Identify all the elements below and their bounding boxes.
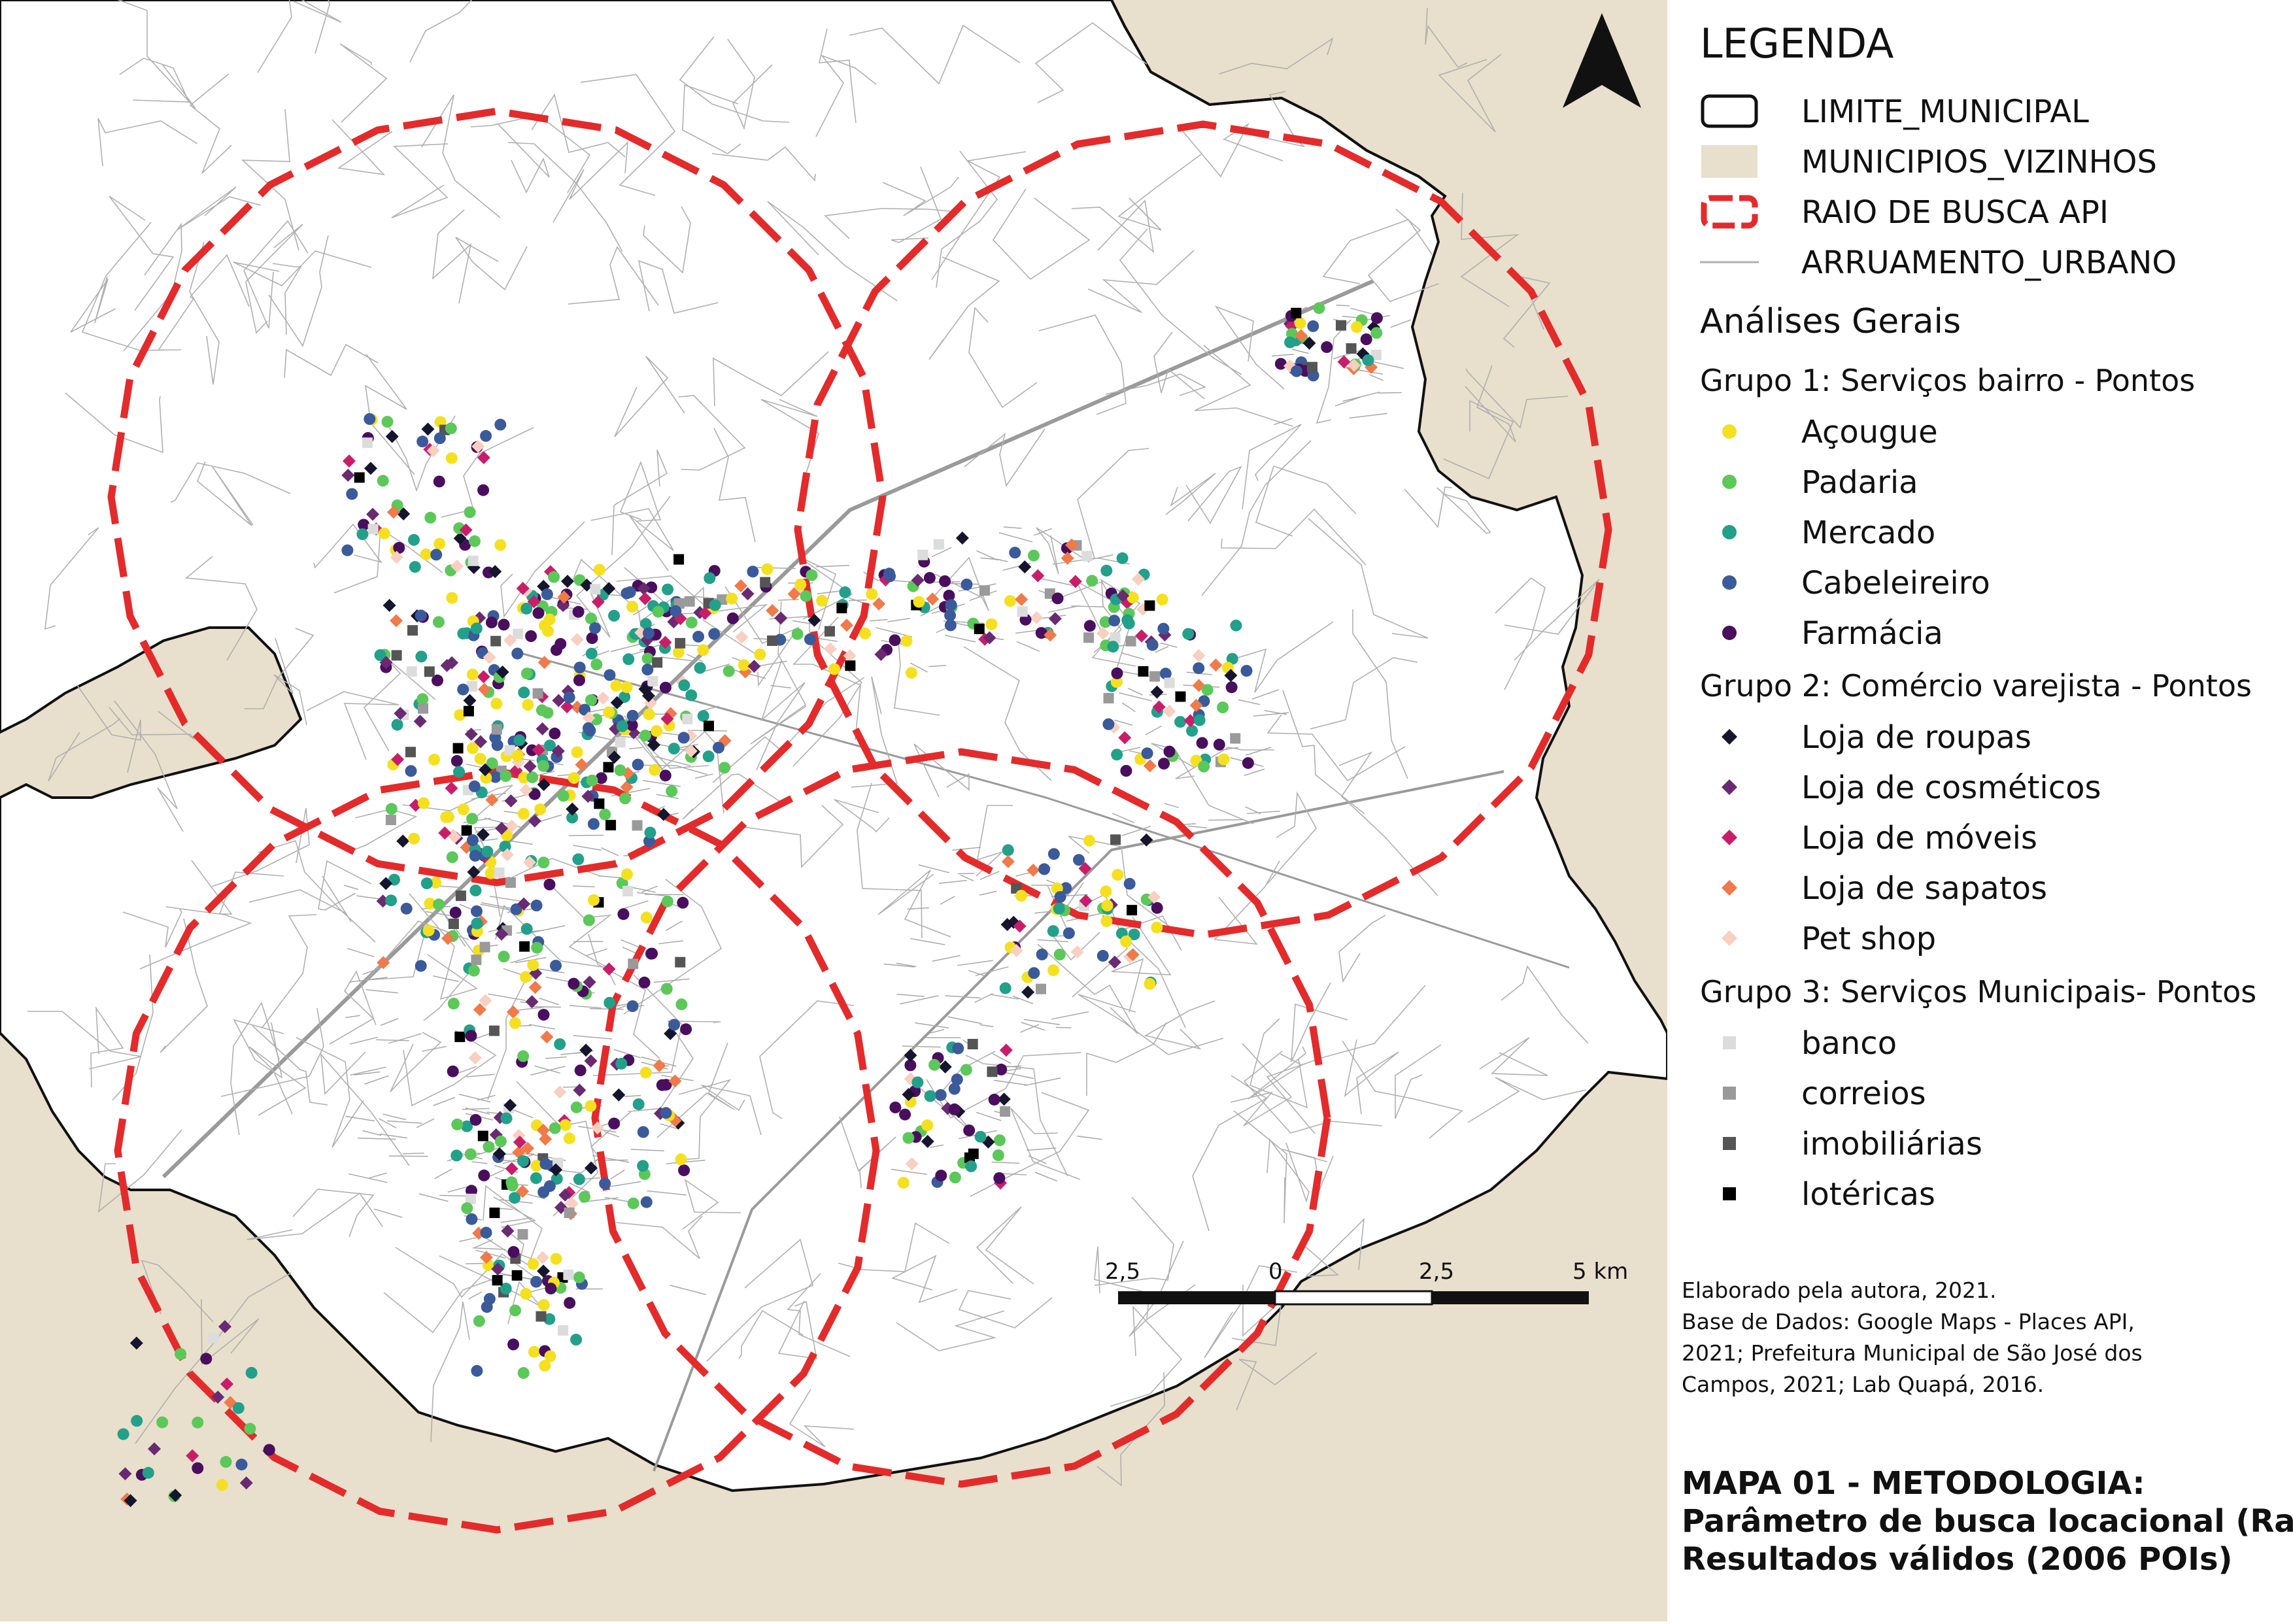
credits-line: Campos, 2021; Lab Quapá, 2016.	[1682, 1369, 2143, 1400]
legend-label: imobiliárias	[1801, 1126, 1982, 1162]
scale-label-4: 5 km	[1572, 1259, 1628, 1285]
legend-item-cabeleireiro: Cabeleireiro	[1700, 560, 2275, 605]
legend-item-radius: RAIO DE BUSCA API	[1700, 189, 2275, 235]
map-title: MAPA 01 - METODOLOGIA: Parâmetro de busc…	[1682, 1464, 2293, 1578]
legend-label: Pet shop	[1801, 921, 1936, 957]
legend-item-correios: correios	[1700, 1070, 2275, 1116]
fill-symbol-icon	[1700, 143, 1759, 180]
legend-item-lotericas: lotéricas	[1700, 1171, 2275, 1217]
legend-label: Farmácia	[1801, 615, 1943, 652]
diamond-marker-icon	[1700, 768, 1759, 806]
diamond-marker-icon	[1700, 718, 1759, 756]
legend-item-mercado: Mercado	[1700, 509, 2275, 555]
square-marker-icon	[1700, 1074, 1759, 1112]
legend-item-farmacia: Farmácia	[1700, 610, 2275, 656]
legend-item-petshop: Pet shop	[1700, 915, 2275, 961]
legend-label: banco	[1801, 1025, 1897, 1062]
legend-panel: LEGENDA LIMITE_MUNICIPAL MUNICIPIOS_VIZI…	[1667, 0, 2293, 1621]
legend-label: Loja de móveis	[1801, 820, 2037, 856]
legend-item-sapatos: Loja de sapatos	[1700, 865, 2275, 911]
map-svg	[0, 0, 1667, 1621]
legend-item-padaria: Padaria	[1700, 459, 2275, 505]
legend-item-acougue: Açougue	[1700, 409, 2275, 454]
legend-label: LIMITE_MUNICIPAL	[1801, 93, 2089, 130]
diamond-marker-icon	[1700, 869, 1759, 907]
group-3-title: Grupo 3: Serviços Municipais- Pontos	[1700, 974, 2256, 1009]
square-marker-icon	[1700, 1175, 1759, 1213]
circle-marker-icon	[1700, 463, 1759, 501]
map-canvas[interactable]: 2,5 0 2,5 5 km	[0, 0, 1667, 1621]
legend-label: lotéricas	[1801, 1176, 1935, 1213]
circle-marker-icon	[1700, 564, 1759, 601]
legend-item-moveis: Loja de móveis	[1700, 815, 2275, 860]
group-2-title: Grupo 2: Comércio varejista - Pontos	[1700, 668, 2252, 703]
legend-item-banco: banco	[1700, 1020, 2275, 1066]
circle-marker-icon	[1700, 614, 1759, 652]
legend-label: ARRUAMENTO_URBANO	[1801, 245, 2177, 281]
diamond-marker-icon	[1700, 819, 1759, 856]
square-marker-icon	[1700, 1024, 1759, 1062]
legend-label: Loja de cosméticos	[1801, 770, 2101, 806]
map-title-line: Resultados válidos (2006 POIs)	[1682, 1540, 2293, 1578]
analysis-title: Análises Gerais	[1700, 302, 1961, 341]
legend-item-cosmeticos: Loja de cosméticos	[1700, 764, 2275, 810]
legend-label: Loja de roupas	[1801, 719, 2031, 756]
scale-label-2: 0	[1268, 1259, 1283, 1285]
map-title-line: Parâmetro de busca locacional (Raio)	[1682, 1502, 2293, 1540]
boundary-symbol-icon	[1700, 92, 1759, 130]
legend-item-roupas: Loja de roupas	[1700, 714, 2275, 760]
legend-item-neighbors: MUNICIPIOS_VIZINHOS	[1700, 139, 2275, 184]
legend-label: MUNICIPIOS_VIZINHOS	[1801, 144, 2157, 180]
group-1-title: Grupo 1: Serviços bairro - Pontos	[1700, 363, 2195, 398]
diamond-marker-icon	[1700, 919, 1759, 957]
dashed-circle-symbol-icon	[1700, 193, 1759, 231]
legend-label: Mercado	[1801, 515, 1935, 551]
circle-marker-icon	[1700, 513, 1759, 551]
legend-label: Loja de sapatos	[1801, 870, 2047, 907]
credits: Elaborado pela autora, 2021. Base de Dad…	[1682, 1275, 2143, 1400]
legend-item-streets: ARRUAMENTO_URBANO	[1700, 239, 2275, 285]
credits-line: Elaborado pela autora, 2021.	[1682, 1275, 2143, 1306]
legend-label: Padaria	[1801, 464, 1918, 501]
scale-label-1: 2,5	[1105, 1259, 1140, 1285]
legend-item-imobiliarias: imobiliárias	[1700, 1121, 2275, 1166]
map-title-line: MAPA 01 - METODOLOGIA:	[1682, 1464, 2293, 1502]
legend-item-boundary: LIMITE_MUNICIPAL	[1700, 88, 2275, 134]
scale-label-3: 2,5	[1419, 1259, 1454, 1285]
legend-title: LEGENDA	[1700, 20, 1894, 67]
legend-label: RAIO DE BUSCA API	[1801, 194, 2109, 231]
square-marker-icon	[1700, 1125, 1759, 1162]
credits-line: 2021; Prefeitura Municipal de São José d…	[1682, 1338, 2143, 1369]
legend-label: correios	[1801, 1075, 1926, 1112]
legend-label: Açougue	[1801, 414, 1938, 450]
line-symbol-icon	[1700, 243, 1759, 281]
credits-line: Base de Dados: Google Maps - Places API,	[1682, 1306, 2143, 1338]
scale-bar	[1118, 1291, 1589, 1304]
legend-label: Cabeleireiro	[1801, 565, 1990, 601]
circle-marker-icon	[1700, 413, 1759, 450]
